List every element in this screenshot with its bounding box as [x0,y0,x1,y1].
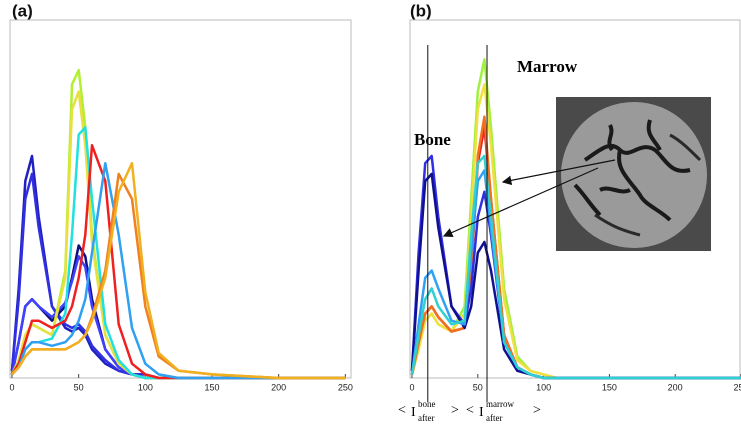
x-tick-label: 250 [733,382,741,392]
annotation: Marrow [517,57,578,76]
series-line [11,161,346,380]
series-line [10,172,346,380]
panel-label: (a) [12,1,33,20]
x-tick-label: 100 [138,382,153,392]
formula-sup: marrow [486,399,514,409]
annotation: Bone [414,130,451,149]
formula-sub: after [418,413,434,423]
arrow [442,167,599,237]
series-line [10,255,346,380]
x-tick-label: 100 [536,382,551,392]
series-line [410,154,741,380]
arrow [501,159,616,186]
x-tick-label: 200 [271,382,286,392]
series-line [10,126,346,380]
bracket: < [398,403,406,418]
formula-base: I [411,405,416,420]
x-tick-label: 0 [409,382,414,392]
bracket: < [466,403,474,418]
inset-image [556,97,711,251]
formula-sub: after [486,413,502,423]
formula-sup: bone [418,399,436,409]
formula: < I bone after > < I marrow after > [398,399,541,423]
series-line [10,90,346,380]
bracket: > [533,403,541,418]
series-line [11,161,346,380]
x-tick-label: 50 [473,382,483,392]
x-tick-label: 200 [668,382,683,392]
bracket: > [451,403,459,418]
x-tick-label: 150 [204,382,219,392]
panel-label: (b) [410,1,432,20]
x-tick-label: 0 [9,382,14,392]
series-line [10,244,346,380]
series-line [10,68,346,380]
x-tick-label: 50 [74,382,84,392]
x-tick-label: 250 [338,382,353,392]
x-tick-label: 150 [602,382,617,392]
series-line [11,172,346,380]
formula-base: I [479,405,484,420]
series-line [10,154,346,380]
